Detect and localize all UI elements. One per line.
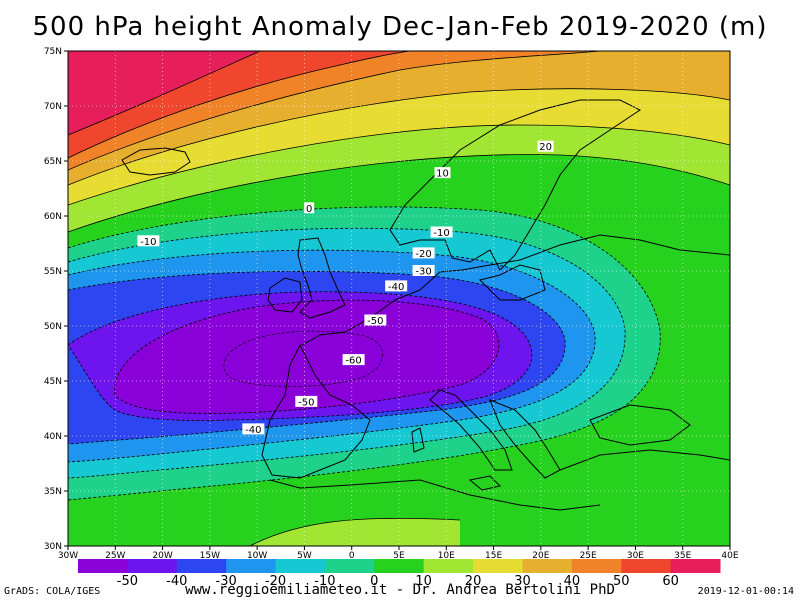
lon-tick-label: 15E — [485, 551, 502, 561]
colorbar-swatch — [374, 559, 425, 573]
contour-label-bg — [137, 235, 160, 247]
longitude-axis: 30W 25W 20W 15W 10W 5W 0 5E 10E 15E 20E 25E 30E 35E 40… — [58, 546, 739, 561]
coastlines — [121, 99, 730, 511]
lat-tick-label: 75N — [44, 47, 62, 57]
band-60-plus — [68, 51, 260, 135]
lat-tick-label: 45N — [44, 377, 62, 387]
colorbar-label: -40 — [166, 574, 187, 589]
contour-label-bg — [537, 140, 554, 152]
colorbar-swatch — [571, 559, 622, 573]
map-title: 500 hPa height Anomaly Dec-Jan-Feb 2019-… — [32, 12, 768, 42]
colorbar-swatch — [670, 559, 721, 573]
footer-credit-center: www.reggioemiliameteo.it - Dr. Andrea Be… — [185, 582, 615, 598]
lon-tick-label: 30W — [58, 551, 78, 561]
lon-tick-label: 10E — [438, 551, 455, 561]
contour-label: -40 — [388, 282, 404, 293]
colorbar-swatch — [127, 559, 178, 573]
footer-credit-left: GrADS: COLA/IGES — [4, 586, 101, 597]
contour-label: -10 — [433, 228, 449, 239]
colorbar: -50 -40 -30 -20 -10 0 10 20 30 40 50 60 — [78, 559, 721, 589]
colorbar-label: -10 — [314, 574, 335, 589]
colorbar-label: 20 — [465, 574, 482, 589]
lat-tick-label: 50N — [44, 322, 62, 332]
lon-tick-label: 40E — [721, 551, 738, 561]
colorbar-swatch — [275, 559, 326, 573]
lon-tick-label: 5E — [393, 551, 405, 561]
lon-tick-label: 20E — [532, 551, 549, 561]
lat-tick-label: 70N — [44, 102, 62, 112]
contour-label: -50 — [367, 316, 383, 327]
contour-label: -30 — [415, 267, 431, 278]
contour-label-bg — [295, 395, 318, 407]
colorbar-label: 40 — [564, 574, 581, 589]
colorbar-label: 10 — [415, 574, 432, 589]
lon-tick-label: 5W — [297, 551, 312, 561]
lon-tick-label: 15W — [200, 551, 220, 561]
lat-tick-label: 65N — [44, 157, 62, 167]
contour-label-bg — [430, 226, 453, 238]
lon-tick-label: 10W — [247, 551, 267, 561]
colorbar-swatch — [423, 559, 474, 573]
contour-label: -40 — [245, 425, 261, 436]
colorbar-label: 60 — [662, 574, 679, 589]
latitude-axis: 30N 35N 40N 45N 50N 55N 60N 65N 70N 75N — [44, 47, 68, 552]
contour-label-bg — [342, 354, 365, 366]
contour-label: 20 — [539, 142, 552, 153]
contour-label: -60 — [345, 356, 361, 367]
colorbar-swatch — [522, 559, 573, 573]
lat-tick-label: 55N — [44, 267, 62, 277]
lat-tick-label: 35N — [44, 487, 62, 497]
colorbar-label: -50 — [117, 574, 138, 589]
contour-label-bg — [434, 167, 451, 179]
contour-label: -10 — [140, 237, 156, 248]
band-neg-60 — [223, 330, 383, 387]
colorbar-label: -30 — [216, 574, 237, 589]
contour-label-bg — [385, 280, 408, 292]
colorbar-label: 50 — [613, 574, 630, 589]
colorbar-label: 0 — [370, 574, 378, 589]
lon-tick-label: 25W — [105, 551, 125, 561]
lon-tick-label: 35E — [674, 551, 691, 561]
lat-tick-label: 40N — [44, 432, 62, 442]
colorbar-label: -20 — [265, 574, 286, 589]
contour-label: 0 — [306, 204, 312, 215]
colorbar-swatch — [226, 559, 277, 573]
colorbar-swatch — [621, 559, 672, 573]
lon-tick-label: 25E — [580, 551, 597, 561]
lat-tick-label: 30N — [44, 542, 62, 552]
grid-lines — [68, 51, 730, 546]
contour-label-bg — [364, 314, 387, 326]
colorbar-swatch — [324, 559, 375, 573]
lat-tick-label: 60N — [44, 212, 62, 222]
band-south-10 — [250, 518, 460, 546]
contour-label: -20 — [415, 249, 431, 260]
contour-label-bg — [412, 247, 435, 259]
colorbar-label: 30 — [514, 574, 531, 589]
contour-label-bg — [242, 423, 265, 435]
lon-tick-label: 0 — [349, 551, 355, 561]
lon-tick-label: 20W — [152, 551, 172, 561]
colorbar-swatch — [176, 559, 227, 573]
lon-tick-label: 30E — [627, 551, 644, 561]
footer-timestamp: 2019-12-01-00:14 — [697, 586, 794, 597]
contour-label-bg — [412, 265, 435, 276]
colorbar-swatch — [473, 559, 523, 573]
colorbar-swatch — [78, 559, 128, 573]
contour-label: 10 — [436, 169, 449, 180]
contour-label: -50 — [298, 397, 314, 408]
contour-label-bg — [304, 202, 315, 214]
